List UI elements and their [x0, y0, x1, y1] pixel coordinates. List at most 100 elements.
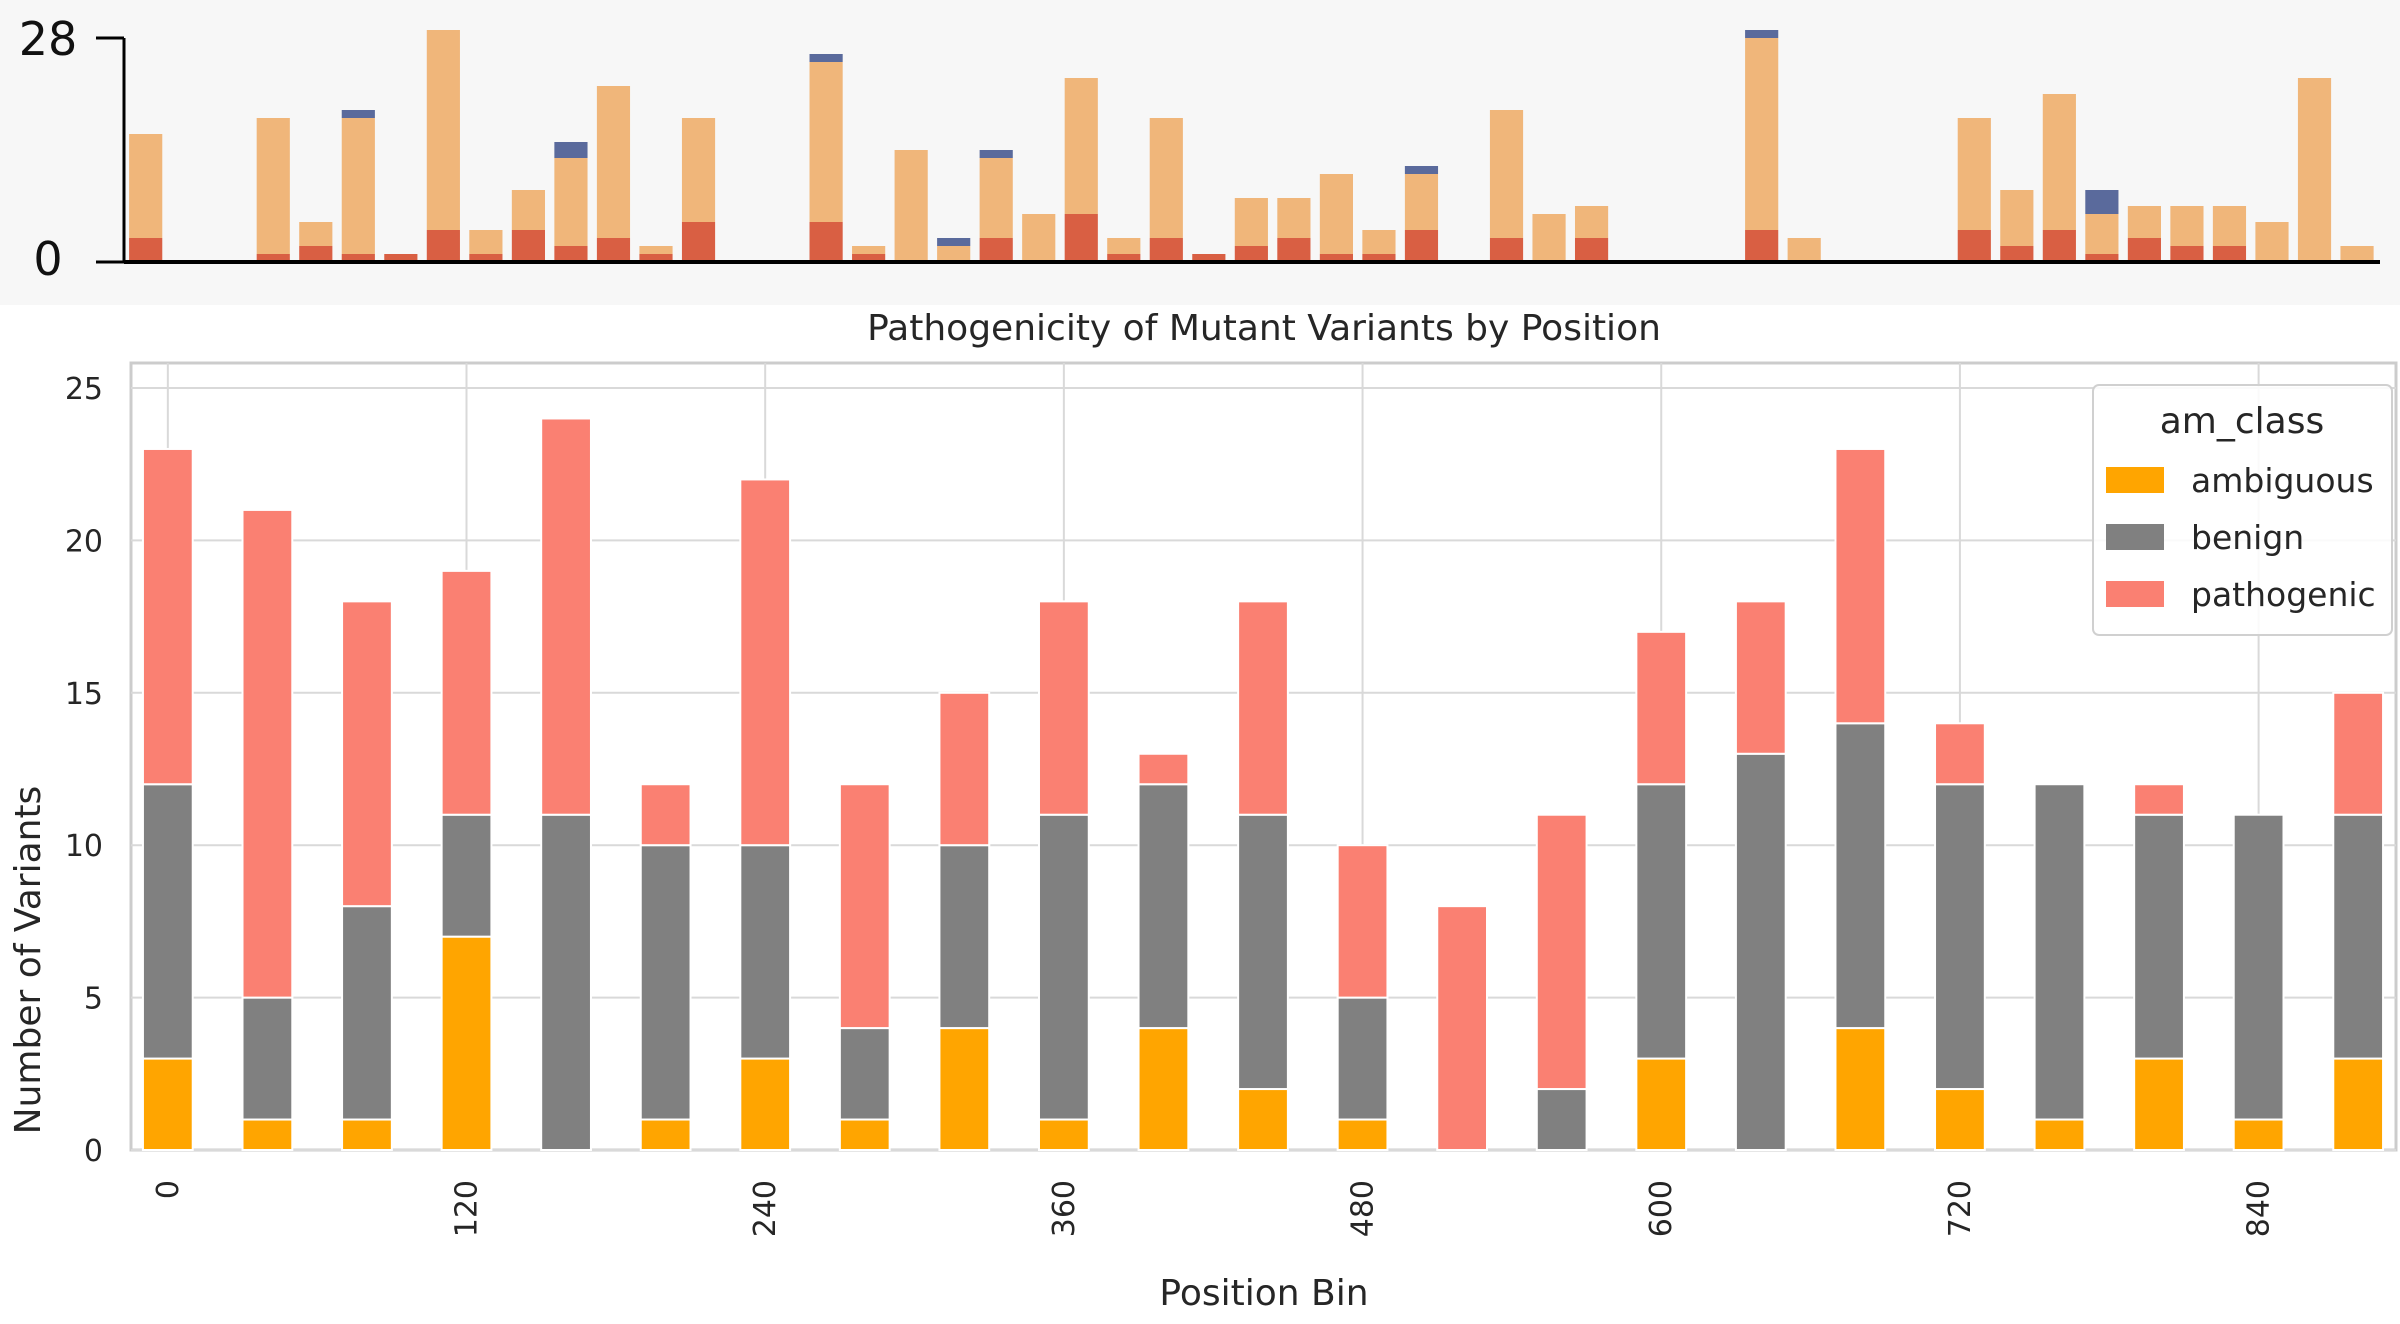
- overview-bar-ambiguous: [2255, 222, 2289, 262]
- bar-benign: [241, 996, 294, 1121]
- bar-benign: [1037, 813, 1090, 1121]
- overview-bar-ambiguous: [596, 86, 631, 238]
- overview-bar-pathogenic: [1957, 230, 1991, 262]
- bar-pathogenic: [1237, 600, 1289, 816]
- overview-bar-benign: [2085, 190, 2119, 214]
- overview-bar-ambiguous: [426, 30, 460, 230]
- overview-bar-ambiguous: [979, 158, 1013, 238]
- overview-bar-ambiguous: [299, 222, 333, 246]
- overview-bar-pathogenic: [129, 238, 163, 262]
- overview-bar-ambiguous: [1404, 174, 1439, 230]
- bar-ambiguous: [938, 1027, 991, 1152]
- bar-ambiguous: [1237, 1088, 1289, 1151]
- overview-bar-ambiguous: [554, 158, 588, 246]
- overview-bar-benign: [979, 150, 1013, 158]
- overview-bar-ambiguous: [129, 134, 163, 238]
- bar-pathogenic: [1834, 447, 1887, 725]
- bar-benign: [838, 1027, 891, 1121]
- y-tick-label: 20: [65, 524, 103, 559]
- bar-ambiguous: [1037, 1118, 1090, 1152]
- overview-bar-pathogenic: [384, 254, 418, 262]
- main-chart: 0 5 10 15 20 25 0 120 240 360 480 600 720 840 Pathog…: [0, 300, 2400, 1320]
- legend-label-ambiguous: ambiguous: [2191, 461, 2374, 500]
- x-axis-label: Position Bin: [1159, 1273, 1368, 1314]
- y-tick-label: 0: [84, 1134, 103, 1169]
- bar-benign: [2133, 813, 2185, 1060]
- legend-label-pathogenic: pathogenic: [2191, 575, 2376, 614]
- overview-bar-pathogenic: [852, 254, 886, 262]
- overview-bar-ambiguous: [809, 62, 843, 222]
- overview-bar-pathogenic: [1149, 238, 1183, 262]
- bar-pathogenic: [241, 508, 294, 999]
- overview-bar-ambiguous: [1489, 110, 1524, 238]
- overview-bar-benign: [937, 238, 971, 246]
- overview-bar-pathogenic: [256, 254, 290, 262]
- bar-pathogenic: [141, 447, 194, 786]
- overview-bar-pathogenic: [2212, 246, 2247, 262]
- legend-swatch-ambiguous: [2106, 467, 2164, 493]
- overview-bar-ambiguous: [1745, 38, 1779, 230]
- overview-bar-ambiguous: [1107, 238, 1141, 254]
- overview-bar-ambiguous: [1149, 118, 1183, 238]
- overview-bar-ambiguous: [2340, 246, 2374, 262]
- overview-bar-benign: [1404, 166, 1439, 174]
- overview-bar-pathogenic: [2042, 230, 2076, 262]
- overview-bar-ambiguous: [852, 246, 886, 254]
- overview-bars: [129, 30, 2374, 262]
- bar-ambiguous: [2232, 1118, 2285, 1152]
- x-tick-label: 720: [1943, 1180, 1978, 1237]
- bar-benign: [2232, 813, 2285, 1121]
- bar-pathogenic: [1137, 752, 1190, 786]
- bar-benign: [1834, 722, 1887, 1030]
- bar-pathogenic: [1635, 630, 1688, 786]
- bars: [141, 417, 2385, 1152]
- y-tick-label: 5: [84, 982, 103, 1017]
- x-tick-label: 360: [1047, 1180, 1082, 1237]
- bar-pathogenic: [1934, 722, 1986, 786]
- bar-benign: [739, 844, 792, 1060]
- bar-ambiguous: [440, 935, 493, 1152]
- overview-bar-pathogenic: [1574, 238, 1609, 262]
- overview-bar-pathogenic: [1192, 254, 1226, 262]
- y-tick-label: 10: [65, 829, 103, 864]
- bar-benign: [1734, 752, 1787, 1151]
- overview-chart: 28 0: [19, 12, 2380, 286]
- legend: am_class ambiguous benign pathogenic: [2092, 384, 2393, 636]
- bar-ambiguous: [1934, 1088, 1986, 1151]
- overview-bar-pathogenic: [1362, 254, 1396, 262]
- legend-swatch-pathogenic: [2106, 581, 2164, 607]
- overview-bar-ambiguous: [511, 190, 546, 230]
- overview-bar-ambiguous: [1532, 214, 1566, 262]
- overview-bar-ambiguous: [639, 246, 673, 254]
- bar-ambiguous: [739, 1057, 792, 1151]
- bar-benign: [141, 783, 194, 1060]
- y-tick-labels: 0 5 10 15 20 25: [65, 372, 103, 1169]
- bar-pathogenic: [739, 478, 792, 847]
- overview-bar-benign: [554, 142, 588, 158]
- bar-benign: [540, 813, 592, 1151]
- overview-bar-ambiguous: [256, 118, 290, 254]
- overview-bar-pathogenic: [2000, 246, 2034, 262]
- overview-bar-ambiguous: [1362, 230, 1396, 254]
- overview-bar-pathogenic: [299, 246, 333, 262]
- bar-ambiguous: [341, 1118, 393, 1152]
- bar-benign: [1237, 813, 1289, 1091]
- bar-benign: [1336, 996, 1389, 1121]
- bar-ambiguous: [1336, 1118, 1389, 1152]
- bar-pathogenic: [1535, 813, 1588, 1091]
- overview-bar-pathogenic: [1234, 246, 1268, 262]
- bar-pathogenic: [838, 783, 891, 1030]
- bar-benign: [1535, 1088, 1588, 1151]
- overview-bar-ambiguous: [1957, 118, 1991, 230]
- x-tick-label: 0: [151, 1180, 186, 1199]
- overview-bar-ambiguous: [2000, 190, 2034, 246]
- overview-bar-pathogenic: [979, 238, 1013, 262]
- overview-bar-pathogenic: [596, 238, 631, 262]
- overview-bar-ambiguous: [681, 118, 716, 222]
- overview-bar-ambiguous: [2042, 94, 2076, 230]
- overview-bar-ambiguous: [2170, 206, 2204, 246]
- bar-ambiguous: [639, 1118, 692, 1152]
- overview-bar-ambiguous: [2085, 214, 2119, 254]
- x-tick-label: 840: [2242, 1180, 2277, 1237]
- overview-bar-ambiguous: [469, 230, 503, 254]
